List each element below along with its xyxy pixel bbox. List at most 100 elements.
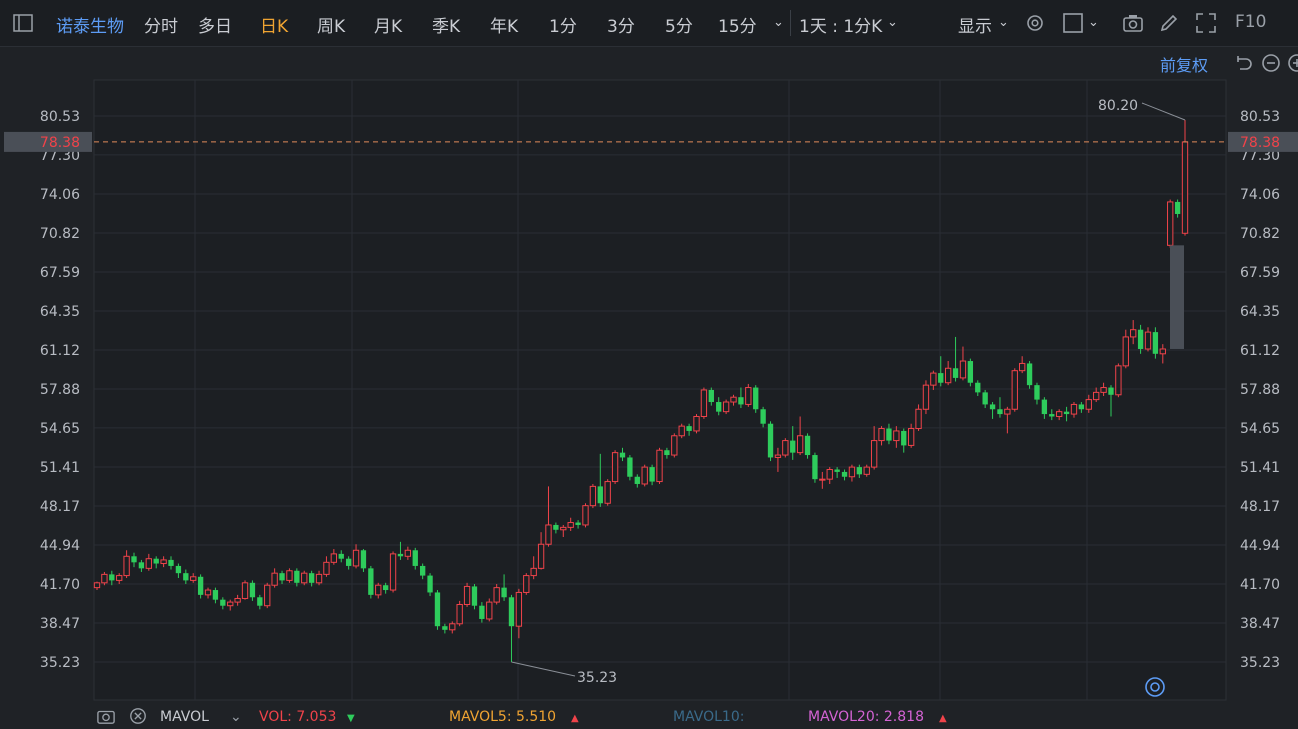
candle	[611, 450, 619, 484]
y-tick-label-right: 41.70	[1240, 577, 1280, 593]
y-axis-right: 80.53 77.30 74.06 70.82 67.59 64.35 61.12 57.88…	[1240, 109, 1280, 671]
chevron-down-icon[interactable]: ⌄	[1088, 15, 1099, 30]
pencil-icon[interactable]	[1158, 12, 1180, 34]
candle-body	[1070, 403, 1078, 415]
low-annotation-leader	[511, 661, 576, 677]
y-tick-label-right: 54.65	[1240, 421, 1280, 437]
candle	[790, 426, 796, 460]
candle	[449, 621, 456, 634]
candle	[1115, 363, 1122, 398]
zoom-out-icon[interactable]	[1260, 52, 1282, 74]
chevron-down-icon[interactable]: ⌄	[230, 709, 242, 725]
candle	[515, 588, 523, 639]
candle-body	[301, 572, 308, 584]
tab-1min[interactable]: 1分	[549, 17, 577, 37]
candle	[989, 402, 996, 419]
candle-body	[959, 360, 967, 379]
tab-yearly-k[interactable]: 年K	[490, 17, 519, 37]
current-price-label-left: 78.38	[40, 135, 80, 151]
fullscreen-icon[interactable]	[1195, 12, 1217, 34]
candle	[101, 571, 108, 586]
candle	[493, 584, 500, 605]
mavol20-value: MAVOL20: 2.818	[808, 709, 924, 725]
sidebar-toggle-icon[interactable]	[12, 12, 34, 34]
candle	[1152, 327, 1159, 359]
tab-multi-day[interactable]: 多日	[198, 17, 232, 37]
tab-intraday[interactable]: 分时	[144, 17, 178, 37]
candle	[145, 553, 152, 571]
candle-body	[323, 561, 330, 575]
tab-daily-k[interactable]: 日K	[260, 17, 289, 37]
candle-body	[567, 522, 574, 528]
candle-body	[944, 367, 952, 384]
candle	[264, 582, 271, 609]
candle	[634, 474, 640, 488]
y-tick-label-right: 57.88	[1240, 382, 1280, 398]
candle-body	[508, 597, 515, 627]
gear-icon[interactable]	[1024, 12, 1046, 34]
candle	[1174, 199, 1181, 218]
candle-body	[1078, 404, 1085, 410]
candle-body	[938, 373, 944, 383]
square-icon[interactable]	[1062, 12, 1084, 34]
adjust-mode-button[interactable]: 前复权	[1160, 56, 1209, 75]
display-menu[interactable]: 显示	[958, 17, 992, 37]
at-sign-icon[interactable]	[1144, 676, 1166, 698]
chevron-down-icon[interactable]: ⌄	[773, 15, 784, 30]
tab-quarterly-k[interactable]: 季K	[432, 17, 461, 37]
camera-icon[interactable]	[1122, 12, 1144, 34]
candlestick-chart[interactable]: 80.53 77.30 74.06 70.82 67.59 64.35 61.12 57.88…	[0, 0, 1298, 705]
f10-button[interactable]: F10	[1235, 12, 1267, 32]
candle-body	[101, 573, 108, 584]
y-tick-label-left: 77.30	[40, 148, 80, 164]
zoom-in-icon[interactable]	[1286, 52, 1298, 74]
candle	[360, 549, 367, 572]
candle	[419, 563, 426, 580]
current-price-badge-left	[4, 131, 92, 152]
undo-icon[interactable]	[1232, 52, 1254, 74]
candle	[1019, 356, 1026, 374]
candle	[975, 380, 981, 396]
tab-3min[interactable]: 3分	[607, 17, 635, 37]
candle-body	[589, 485, 597, 507]
tab-5min[interactable]: 5分	[665, 17, 693, 37]
chevron-down-icon[interactable]: ⌄	[998, 15, 1009, 30]
candle-body	[1100, 387, 1107, 393]
chevron-down-icon[interactable]: ⌄	[887, 15, 898, 30]
y-tick-label-left: 64.35	[40, 304, 80, 320]
price-gap-marker	[1170, 245, 1184, 349]
candle	[160, 556, 167, 568]
candle	[545, 486, 552, 547]
candle	[471, 584, 478, 610]
candle-body	[952, 368, 959, 378]
candle	[530, 556, 537, 580]
y-tick-label-left: 57.88	[40, 382, 80, 398]
candle-body	[611, 452, 619, 483]
stock-name[interactable]: 诺泰生物	[56, 17, 124, 37]
candle-body	[553, 524, 559, 530]
close-icon[interactable]	[128, 707, 148, 729]
interval-select[interactable]: 1天 : 1分K	[799, 17, 883, 37]
indicator-name[interactable]: MAVOL	[160, 709, 209, 725]
candle	[368, 565, 374, 599]
camera-icon[interactable]	[96, 707, 116, 729]
candle	[553, 522, 559, 534]
candle	[664, 447, 670, 459]
candle-body	[893, 430, 900, 442]
tab-monthly-k[interactable]: 月K	[374, 17, 403, 37]
candle	[938, 356, 944, 387]
candle-body	[271, 572, 278, 586]
candle-body	[782, 440, 789, 456]
candle	[456, 600, 463, 627]
tab-weekly-k[interactable]: 周K	[317, 17, 346, 37]
current-price-badge-right	[1228, 131, 1298, 152]
candle-body	[412, 550, 418, 566]
candle-body	[901, 430, 907, 446]
candle	[404, 546, 412, 560]
candle	[567, 517, 574, 531]
candle	[397, 541, 404, 560]
candle	[315, 570, 323, 586]
tab-15min[interactable]: 15分	[718, 17, 757, 37]
candle-body	[796, 435, 804, 454]
candle-body	[1144, 331, 1152, 350]
